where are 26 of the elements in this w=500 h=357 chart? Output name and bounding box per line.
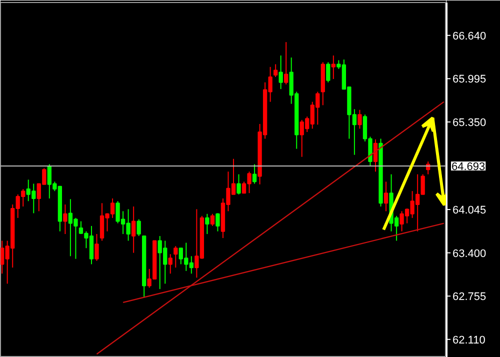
y-tick-label: 66.640 bbox=[452, 30, 486, 42]
y-tick-label: 65.995 bbox=[452, 74, 486, 86]
candlestick bbox=[331, 55, 336, 80]
y-tick-label: 63.400 bbox=[452, 248, 486, 260]
y-tick-label: 65.350 bbox=[452, 116, 486, 129]
candlestick bbox=[63, 204, 68, 235]
candlestick bbox=[284, 42, 288, 85]
candlestick bbox=[210, 213, 215, 226]
candlestick bbox=[236, 174, 241, 195]
candlestick bbox=[326, 62, 330, 83]
candlestick bbox=[136, 218, 141, 237]
candlestick bbox=[278, 55, 283, 90]
candlestick bbox=[384, 181, 388, 212]
y-tick-label: 62.755 bbox=[452, 291, 486, 304]
candlestick bbox=[252, 164, 257, 184]
y-tick-label: 64.045 bbox=[452, 204, 486, 217]
candlestick bbox=[358, 109, 362, 130]
y-tick-label: 62.110 bbox=[452, 334, 486, 346]
candlestick bbox=[168, 254, 172, 274]
candlestick bbox=[94, 234, 99, 262]
candlestick bbox=[131, 206, 136, 254]
ref-line-label: 64.693 bbox=[452, 161, 486, 174]
candlestick bbox=[216, 212, 220, 232]
candlestick bbox=[273, 64, 278, 78]
candlestick bbox=[205, 213, 210, 235]
candlestick bbox=[174, 246, 178, 268]
